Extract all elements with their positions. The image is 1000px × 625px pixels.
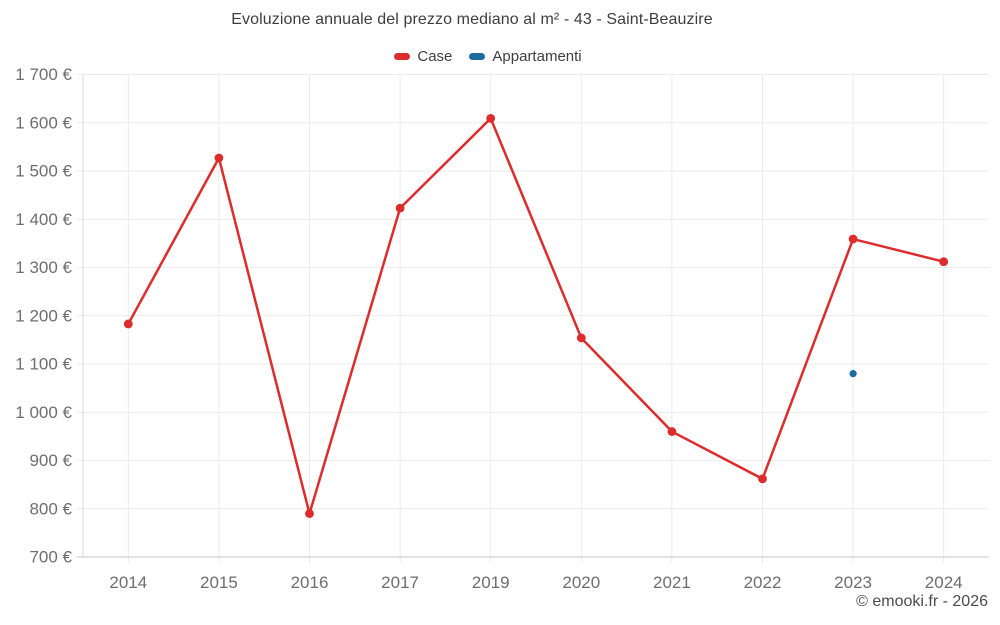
data-point-case-2014[interactable] — [123, 319, 133, 329]
x-tick-label: 2017 — [381, 573, 419, 592]
x-tick-label: 2015 — [200, 573, 238, 592]
y-tick-label: 1 400 € — [15, 210, 72, 229]
data-point-case-2024[interactable] — [939, 257, 949, 267]
y-tick-label: 1 700 € — [15, 65, 72, 84]
data-point-case-2020[interactable] — [576, 333, 586, 343]
legend-item-case[interactable]: Case — [394, 48, 452, 65]
data-point-case-2023[interactable] — [848, 234, 858, 244]
y-tick-label: 700 € — [29, 548, 72, 567]
data-point-case-2021[interactable] — [667, 427, 677, 436]
legend-label-appartamenti: Appartamenti — [492, 47, 582, 65]
data-point-case-2015[interactable] — [214, 153, 224, 163]
copyright-text: © emooki.fr - 2026 — [856, 593, 988, 610]
chart-title: Evoluzione annuale del prezzo mediano al… — [231, 11, 713, 28]
x-tick-label: 2019 — [472, 573, 510, 592]
data-point-appartamenti-2023[interactable] — [849, 370, 857, 378]
chart-legend: Case Appartamenti — [0, 46, 976, 66]
x-tick-label: 2024 — [925, 573, 963, 592]
x-tick-label: 2021 — [653, 573, 691, 592]
x-tick-label: 2022 — [744, 573, 782, 592]
y-tick-label: 1 000 € — [15, 403, 72, 422]
y-tick-label: 1 600 € — [15, 113, 72, 132]
data-point-case-2019[interactable] — [486, 114, 496, 123]
y-tick-label: 1 200 € — [15, 306, 72, 325]
legend-item-appartamenti[interactable]: Appartamenti — [469, 47, 582, 65]
legend-label-case: Case — [417, 47, 453, 65]
data-point-case-2022[interactable] — [758, 474, 767, 484]
x-tick-label: 2016 — [291, 573, 329, 592]
y-tick-label: 900 € — [29, 451, 72, 470]
x-tick-label: 2020 — [562, 573, 600, 592]
x-tick-label: 2014 — [109, 573, 147, 592]
data-point-case-2016[interactable] — [305, 509, 314, 518]
x-tick-label: 2023 — [834, 573, 872, 592]
y-tick-label: 1 500 € — [15, 162, 72, 181]
case-line — [127, 117, 945, 515]
appartamenti-legend-swatch-icon — [469, 52, 486, 60]
case-legend-swatch-icon — [394, 52, 411, 60]
y-tick-label: 1 300 € — [15, 258, 72, 277]
data-point-case-2017[interactable] — [395, 203, 405, 213]
y-tick-label: 1 100 € — [15, 355, 72, 374]
y-tick-label: 800 € — [29, 499, 72, 518]
